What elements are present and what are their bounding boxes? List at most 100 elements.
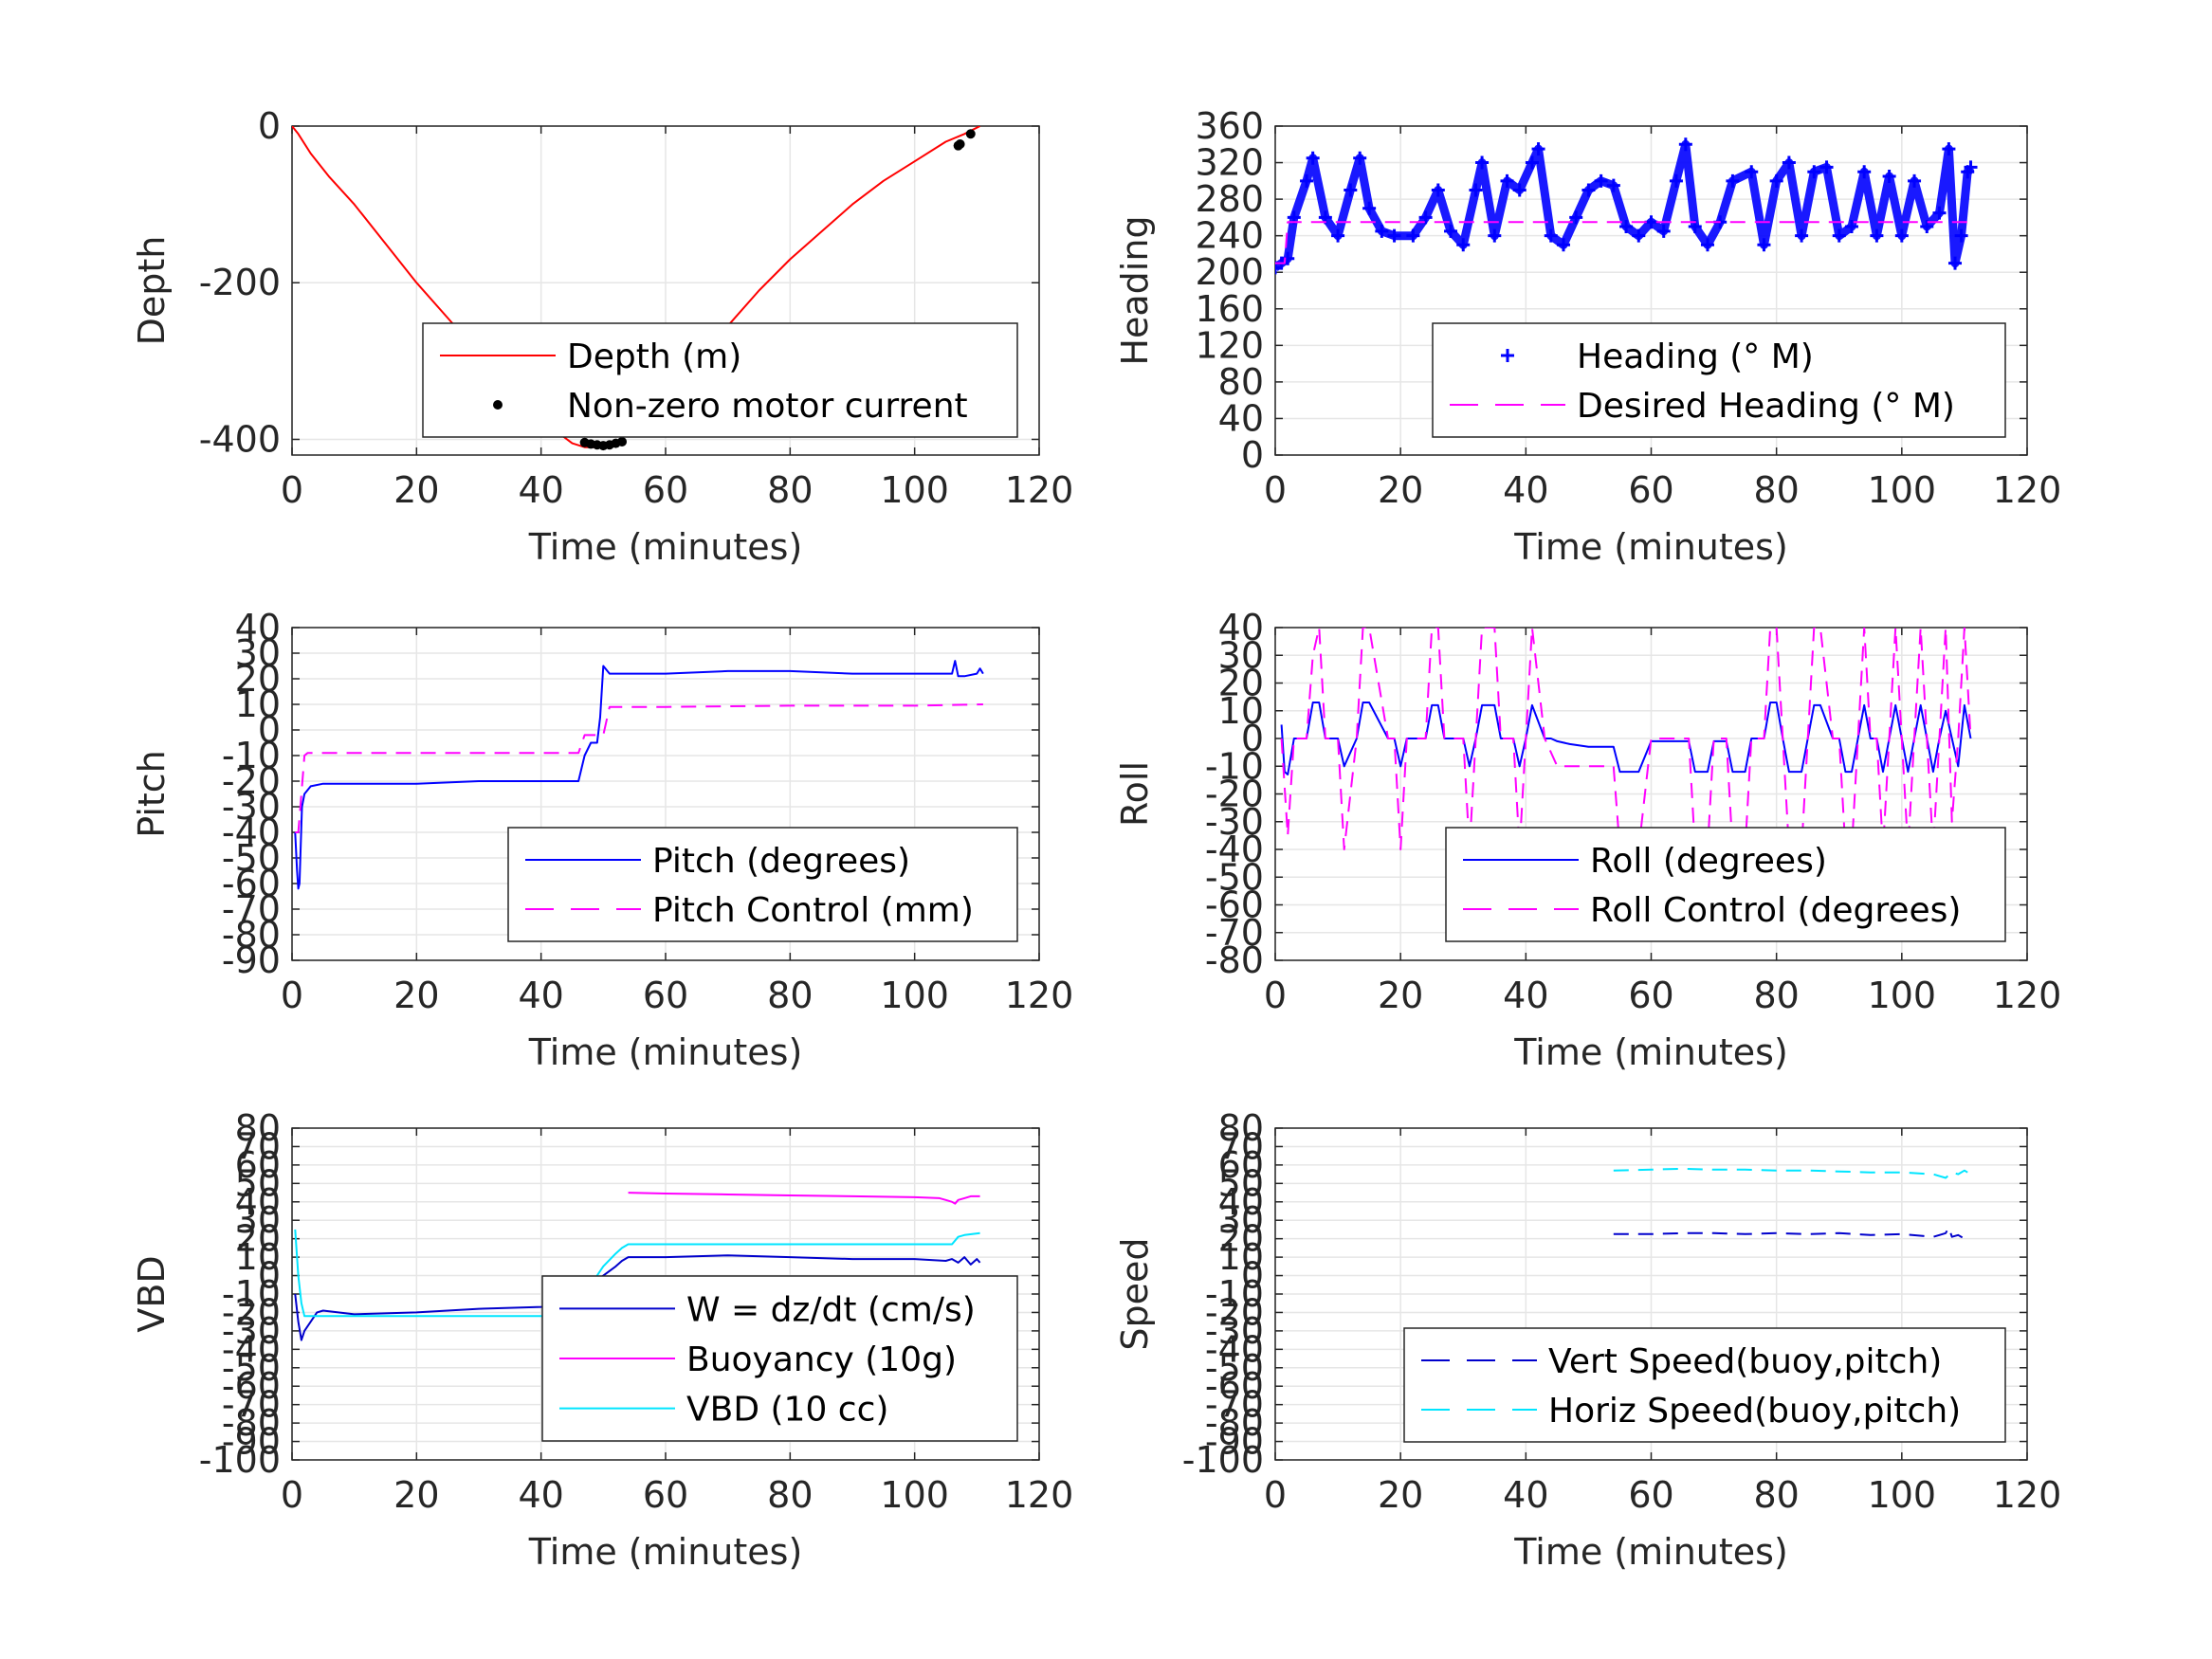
series-marker-heading-m <box>1795 228 1809 243</box>
legend-label-w-dz-dt-cm-s: W = dz/dt (cm/s) <box>686 1290 976 1329</box>
series-marker-heading-m <box>1275 261 1282 275</box>
legend-label-vbd-10-cc: VBD (10 cc) <box>686 1391 888 1430</box>
x-tick-label: 100 <box>1868 469 1937 511</box>
series-marker-heading-m <box>1300 173 1314 188</box>
legend-label-roll-degrees: Roll (degrees) <box>1590 842 1827 881</box>
series-marker-heading-m <box>1678 137 1692 152</box>
legend-label-pitch-control-mm: Pitch Control (mm) <box>652 891 974 930</box>
y-tick-label: 0 <box>258 105 281 147</box>
series-line-roll-degrees <box>1280 702 1972 775</box>
y-axis-label: Pitch <box>131 750 173 838</box>
y-tick-label: -20 <box>1205 1291 1264 1333</box>
y-tick-label: -100 <box>1182 1439 1264 1481</box>
y-tick-label: 40 <box>1218 1181 1264 1223</box>
x-tick-label: 0 <box>281 975 303 1016</box>
y-tick-label: -70 <box>1205 912 1264 954</box>
x-axis-label: Time (minutes) <box>528 1531 803 1573</box>
x-tick-label: 100 <box>1868 1474 1937 1516</box>
legend-label-buoyancy-10g: Buoyancy (10g) <box>686 1340 957 1379</box>
y-tick-label: 30 <box>235 1199 281 1241</box>
y-tick-label: -400 <box>199 418 281 460</box>
series-marker-heading-m <box>1908 173 1922 188</box>
y-tick-label: -60 <box>222 863 281 904</box>
series-marker-heading-m <box>1594 173 1608 188</box>
series-marker-heading-m <box>1726 173 1740 188</box>
series-marker-heading-m <box>1353 151 1367 165</box>
x-tick-label: 20 <box>1378 975 1423 1016</box>
y-tick-label: 20 <box>1218 1218 1264 1260</box>
y-tick-label: 10 <box>1218 1236 1264 1278</box>
y-tick-label: 280 <box>1195 178 1264 220</box>
y-tick-label: -80 <box>222 914 281 956</box>
series-line-pitch-degrees <box>294 660 984 890</box>
legend: W = dz/dt (cm/s) Buoyancy (10g) VBD (10 cc… <box>541 1275 1018 1442</box>
y-tick-label: 0 <box>1241 718 1264 759</box>
y-tick-label: 0 <box>1241 1255 1264 1297</box>
y-tick-label: 40 <box>1218 607 1264 648</box>
y-tick-label: 80 <box>235 1107 281 1149</box>
series-marker-heading-m <box>1362 201 1377 215</box>
legend: Roll (degrees) Roll Control (degrees) <box>1445 827 2006 942</box>
series-marker-heading-m <box>1475 155 1490 170</box>
y-tick-label: -50 <box>222 1347 281 1389</box>
y-tick-label: 30 <box>235 632 281 674</box>
series-marker-heading-m <box>1431 183 1445 197</box>
x-tick-label: 0 <box>281 469 303 511</box>
legend-label-roll-control-degrees: Roll Control (degrees) <box>1590 891 1961 930</box>
series-marker-heading-m <box>1857 165 1872 179</box>
y-tick-label: 0 <box>258 1255 281 1297</box>
series-marker-heading-m <box>1882 170 1896 184</box>
x-tick-label: 0 <box>1264 469 1287 511</box>
y-tick-label: -30 <box>1205 1310 1264 1352</box>
series-marker-heading-m <box>1844 220 1858 234</box>
series-line-desired-heading-m <box>1275 221 1971 264</box>
y-tick-label: -40 <box>222 811 281 853</box>
x-tick-label: 120 <box>1005 1474 1074 1516</box>
series-marker-heading-m <box>1819 160 1834 174</box>
series-marker-heading-m <box>1375 224 1389 238</box>
x-tick-label: 0 <box>281 1474 303 1516</box>
y-tick-label: -10 <box>222 1273 281 1315</box>
y-tick-label: -20 <box>222 1291 281 1333</box>
series-marker-heading-m <box>1632 228 1646 243</box>
series-marker-heading-m <box>1782 155 1796 170</box>
y-tick-label: -80 <box>222 1402 281 1444</box>
y-axis-label: Speed <box>1114 1237 1156 1350</box>
x-tick-label: 0 <box>1264 1474 1287 1516</box>
legend-label-heading-m: Heading (° M) <box>1577 337 1814 376</box>
series-marker-heading-m <box>1700 238 1714 252</box>
data-layer <box>1613 1167 1969 1240</box>
series-marker-heading-m <box>1745 165 1759 179</box>
series-marker-heading-m <box>1569 210 1583 225</box>
legend-swatch-non-zero-motor-current <box>493 400 503 410</box>
x-tick-label: 40 <box>518 469 563 511</box>
x-axis-label: Time (minutes) <box>1513 526 1788 568</box>
series-marker-heading-m <box>1581 183 1596 197</box>
x-tick-label: 100 <box>1868 975 1937 1016</box>
x-tick-label: 20 <box>393 1474 439 1516</box>
y-tick-label: -200 <box>199 262 281 303</box>
y-tick-label: 80 <box>1218 1107 1264 1149</box>
series-line-pitch-control-mm <box>295 703 983 833</box>
legend-box <box>422 322 1018 438</box>
heading-panel: 0 20 40 60 80 100 1200408012016020024028032036… <box>1114 105 2061 568</box>
x-tick-label: 40 <box>1503 1474 1548 1516</box>
series-marker-heading-m <box>1932 206 1947 220</box>
series-marker-heading-m <box>1500 173 1514 188</box>
speed-panel: 0 20 40 60 80 100 120-100-90-80-70-60-50-40-30… <box>1114 1107 2061 1573</box>
y-tick-label: -90 <box>1205 1421 1264 1463</box>
x-tick-label: 40 <box>518 975 563 1016</box>
series-marker-heading-m <box>1920 220 1934 234</box>
series-point-non-zero-motor-current <box>955 139 965 150</box>
y-tick-label: 60 <box>235 1144 281 1186</box>
series-marker-heading-m <box>1807 165 1821 179</box>
series-marker-heading-m <box>1512 183 1526 197</box>
y-tick-label: -50 <box>1205 1347 1264 1389</box>
y-tick-label: 80 <box>1218 361 1264 403</box>
y-tick-label: -70 <box>1205 1384 1264 1426</box>
y-tick-label: 70 <box>235 1125 281 1167</box>
series-marker-heading-m <box>1769 173 1783 188</box>
x-tick-label: 100 <box>880 975 949 1016</box>
legend-label-depth-m: Depth (m) <box>567 337 741 376</box>
x-tick-label: 120 <box>1993 469 2062 511</box>
